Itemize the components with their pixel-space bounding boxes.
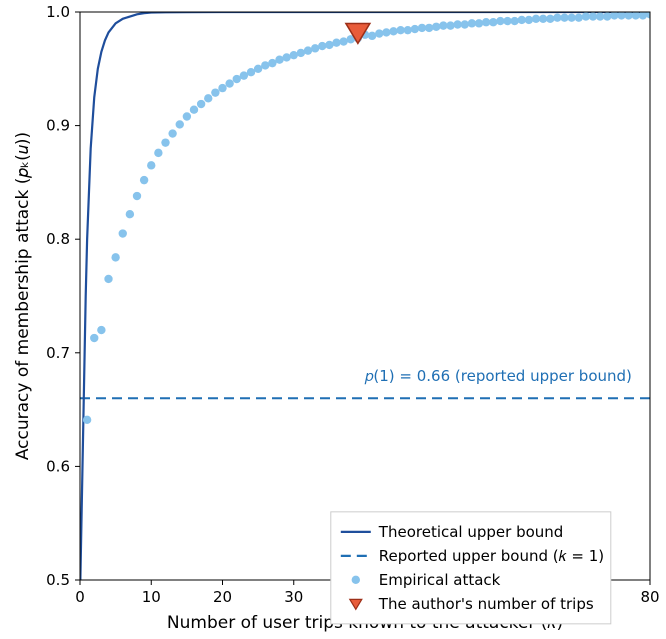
chart-container: 𝑝(1) = 0.66 (reported upper bound) 0 10 20 3… (0, 0, 666, 639)
empirical-point (318, 42, 326, 50)
empirical-point (133, 192, 141, 200)
empirical-point (211, 88, 219, 96)
empirical-point (525, 16, 533, 24)
empirical-point (190, 105, 198, 113)
empirical-point (197, 100, 205, 108)
empirical-point (382, 28, 390, 36)
empirical-point (475, 19, 483, 27)
empirical-point (97, 326, 105, 334)
x-tick-label: 10 (142, 588, 161, 606)
empirical-point (297, 49, 305, 57)
legend-dot-sample (352, 576, 360, 584)
x-tick-label: 0 (75, 588, 85, 606)
empirical-point (282, 53, 290, 61)
empirical-point (325, 41, 333, 49)
empirical-point (461, 20, 469, 28)
y-tick-label: 0.8 (46, 230, 70, 248)
empirical-point (411, 25, 419, 33)
x-tick-label: 80 (640, 588, 659, 606)
legend-label: Reported upper bound (𝑘 = 1) (379, 547, 604, 565)
y-tick-label: 1.0 (46, 3, 70, 21)
y-axis-label: Accuracy of membership attack (𝑝ₖ(𝑢)) (13, 132, 33, 460)
empirical-point (311, 44, 319, 52)
empirical-point (111, 253, 119, 261)
empirical-point (154, 149, 162, 157)
empirical-point (90, 334, 98, 342)
empirical-point (161, 138, 169, 146)
chart-svg: 𝑝(1) = 0.66 (reported upper bound) 0 10 20 3… (0, 0, 666, 639)
empirical-point (425, 24, 433, 32)
empirical-point (225, 79, 233, 87)
y-tick-label: 0.5 (46, 571, 70, 589)
empirical-point (432, 23, 440, 31)
x-tick-label: 20 (213, 588, 232, 606)
empirical-point (304, 46, 312, 54)
empirical-point (368, 32, 376, 40)
empirical-point (275, 56, 283, 64)
empirical-point (247, 68, 255, 76)
empirical-point (168, 129, 176, 137)
empirical-point (268, 59, 276, 67)
y-tick-label: 0.7 (46, 344, 70, 362)
y-tick-label: 0.9 (46, 117, 70, 135)
empirical-point (261, 61, 269, 69)
empirical-point (176, 120, 184, 128)
legend-label: Theoretical upper bound (378, 523, 564, 541)
empirical-point (104, 275, 112, 283)
empirical-point (404, 26, 412, 34)
annotation-text: 𝑝(1) = 0.66 (reported upper bound) (364, 367, 632, 385)
empirical-point (218, 84, 226, 92)
empirical-point (126, 210, 134, 218)
empirical-point (575, 13, 583, 21)
empirical-point (339, 37, 347, 45)
empirical-point (510, 17, 518, 25)
empirical-point (446, 21, 454, 29)
empirical-point (254, 65, 262, 73)
empirical-point (489, 18, 497, 26)
empirical-point (83, 416, 91, 424)
empirical-point (546, 15, 554, 23)
empirical-point (240, 71, 248, 79)
empirical-point (147, 161, 155, 169)
empirical-point (204, 94, 212, 102)
x-tick-label: 30 (284, 588, 303, 606)
legend: Theoretical upper bound Reported upper bo… (331, 512, 611, 624)
empirical-point (233, 75, 241, 83)
empirical-point (389, 27, 397, 35)
empirical-point (290, 51, 298, 59)
empirical-point (332, 38, 340, 46)
empirical-point (375, 29, 383, 37)
empirical-point (119, 229, 127, 237)
y-tick-label: 0.6 (46, 457, 70, 475)
legend-label: Empirical attack (379, 571, 501, 589)
empirical-point (603, 12, 611, 20)
empirical-point (140, 176, 148, 184)
empirical-point (183, 112, 191, 120)
legend-label: The author's number of trips (378, 595, 594, 613)
